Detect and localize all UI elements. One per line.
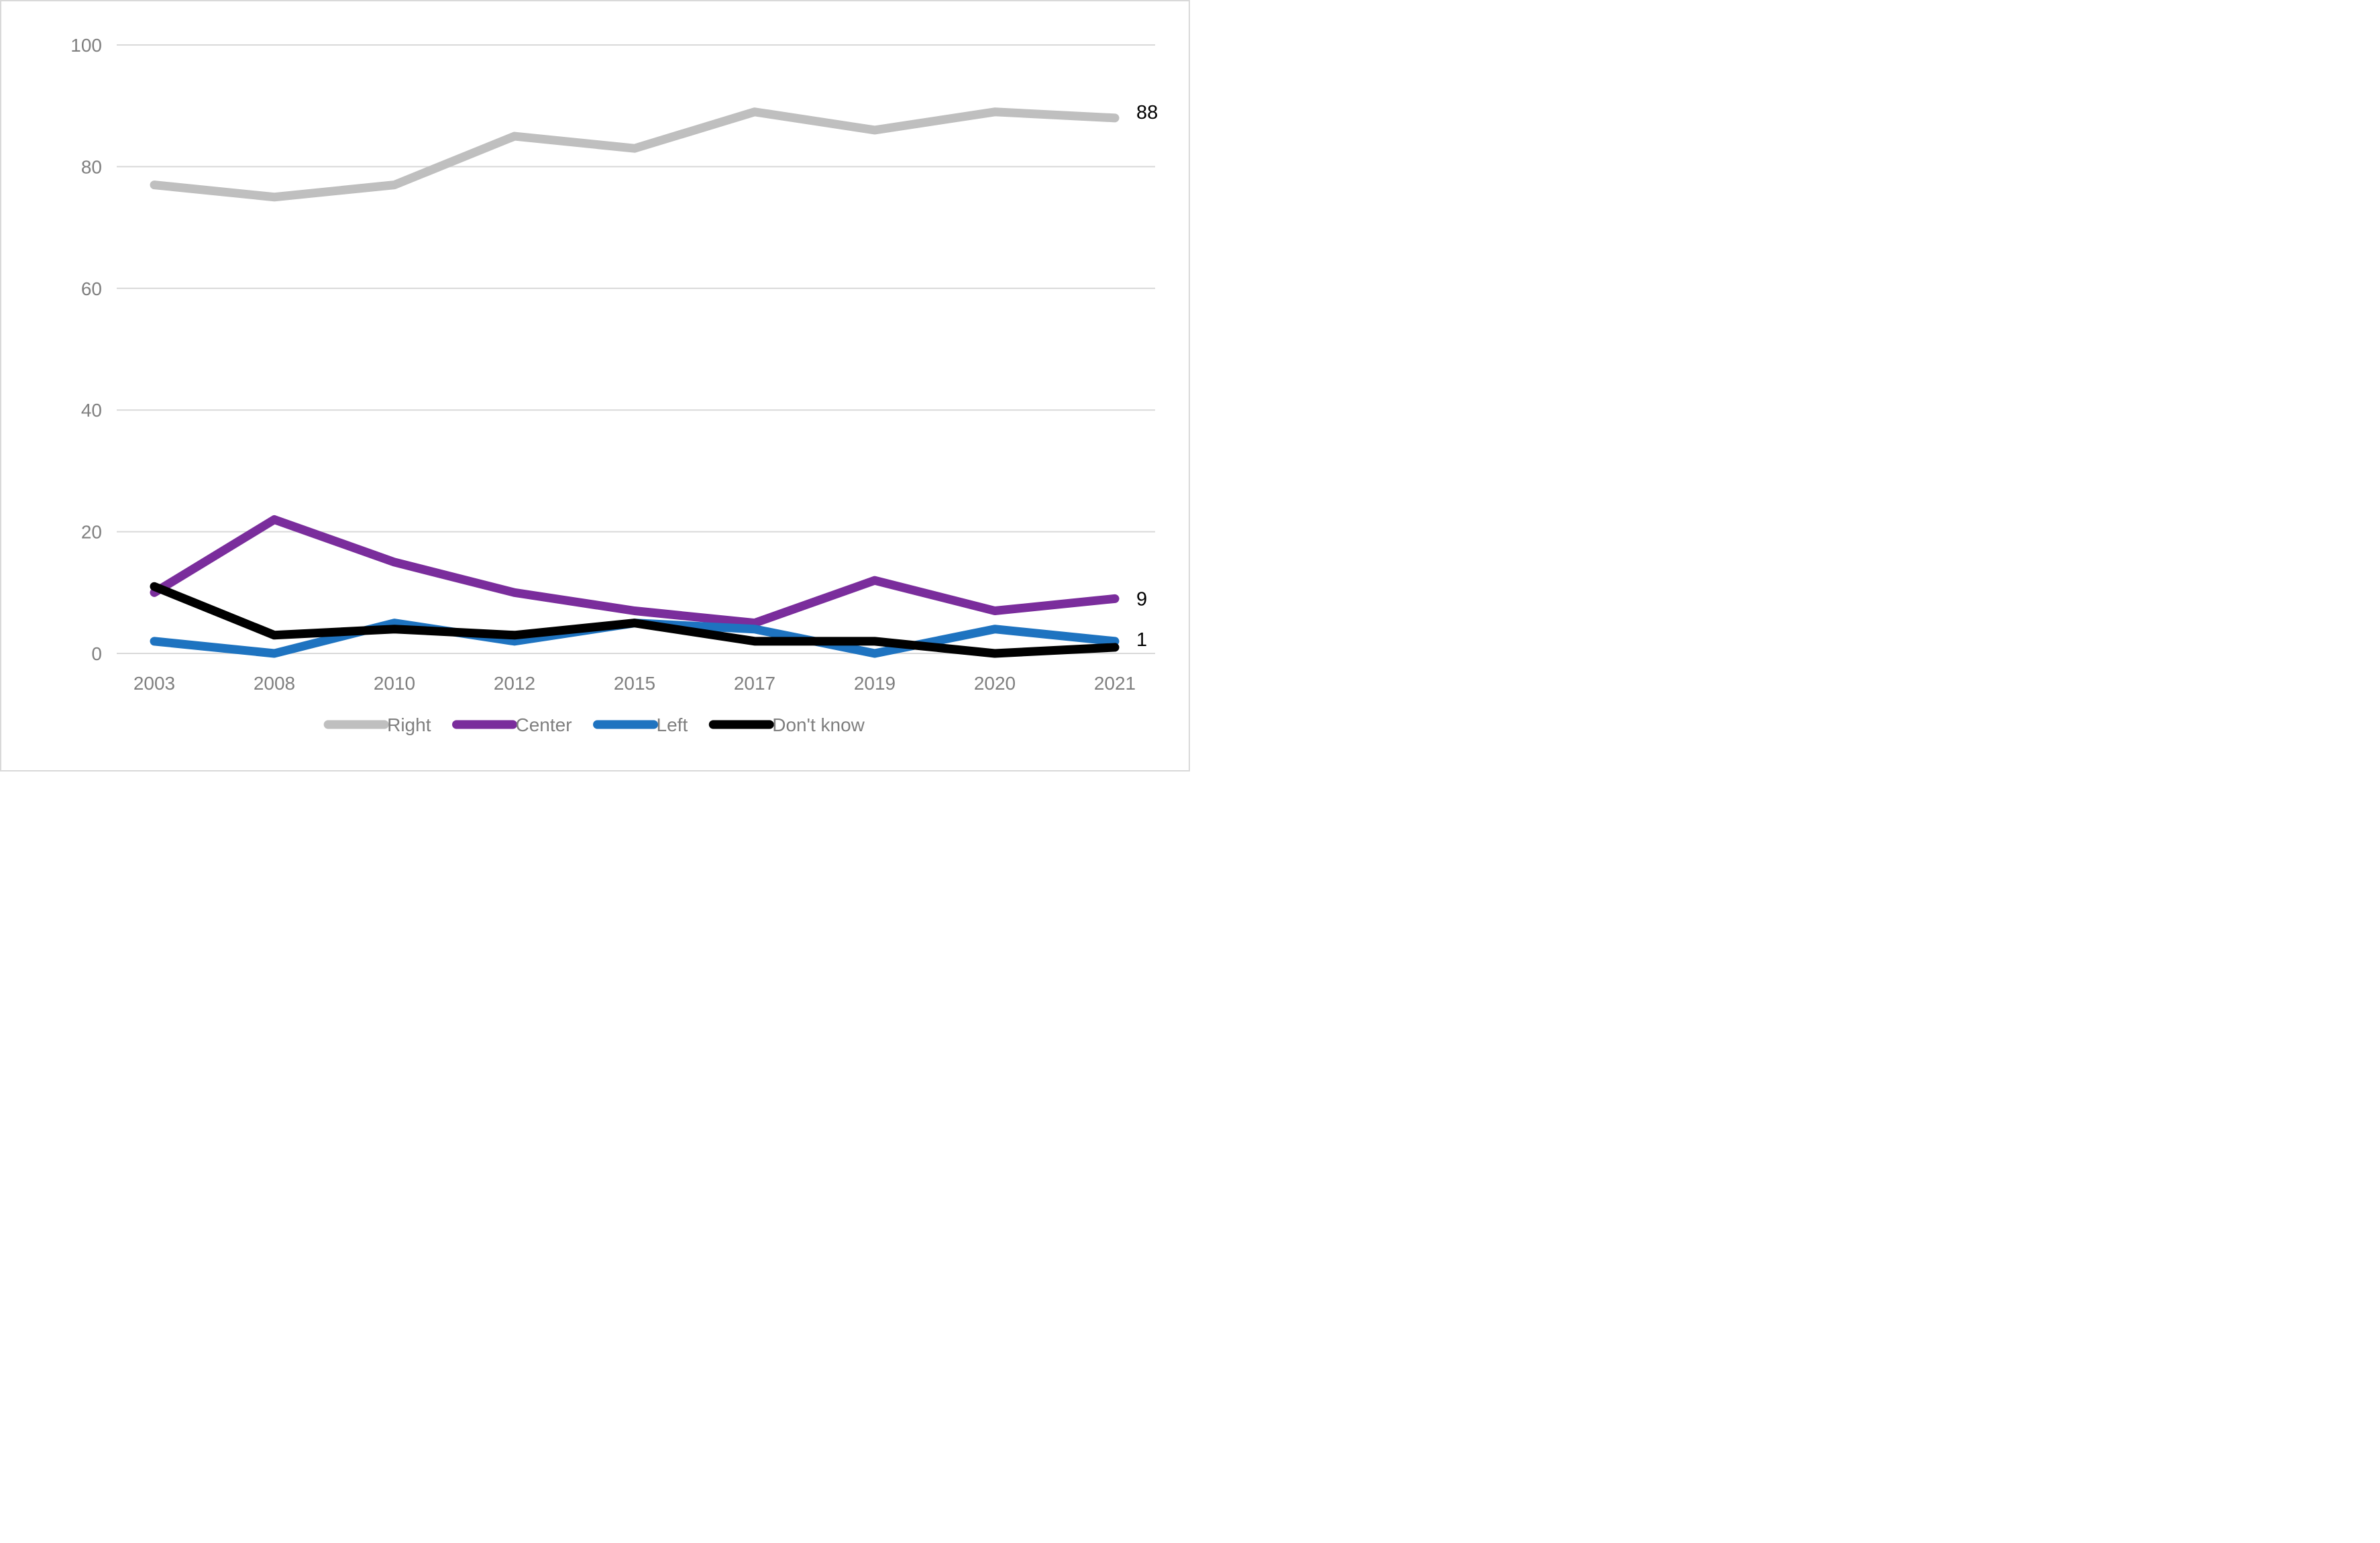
- x-axis-tick-label-2021: 2021: [1094, 673, 1136, 694]
- x-axis-tick-label-2015: 2015: [614, 673, 655, 694]
- legend-label-right: Right: [387, 714, 431, 735]
- data-label-center: 9: [1136, 588, 1147, 610]
- x-axis-tick-label-2020: 2020: [974, 673, 1016, 694]
- series-lines: [150, 107, 1120, 658]
- gridlines: [117, 44, 1155, 654]
- y-axis-tick-label: 40: [81, 400, 102, 421]
- x-axis-tick-label-2008: 2008: [254, 673, 295, 694]
- legend-label-don-t-know: Don't know: [772, 714, 865, 735]
- y-axis-tick-label: 100: [70, 35, 102, 56]
- x-axis: 2003 2008 2010 2012 2015 2017 2019 2020 2021: [133, 673, 1136, 694]
- x-axis-tick-label-2003: 2003: [133, 673, 175, 694]
- y-axis-tick-label: 20: [81, 522, 102, 543]
- y-axis-tick-label: 80: [81, 156, 102, 177]
- legend-item-center: Center: [451, 714, 572, 735]
- legend-item-don-t-know: Don't know: [708, 714, 865, 735]
- y-axis-tick-label: 0: [91, 643, 102, 664]
- legend-item-right: Right: [323, 714, 431, 735]
- series-line-center: [150, 515, 1120, 628]
- x-axis-tick-label-2019: 2019: [854, 673, 896, 694]
- x-axis-tick-label-2017: 2017: [734, 673, 775, 694]
- y-axis: 0 20 40 60 80 100: [70, 35, 102, 664]
- data-label-don-t-know: 1: [1136, 629, 1147, 651]
- chart-canvas: 0 20 40 60 80 100 2003 2008 2010 2012 2015 2017 2019…: [0, 0, 1190, 772]
- legend: Right Center Left Don't know: [323, 714, 865, 735]
- x-axis-tick-label-2010: 2010: [374, 673, 415, 694]
- legend-label-left: Left: [657, 714, 688, 735]
- series-line-don-t-know: [150, 582, 1120, 658]
- data-labels: 88 9 1: [1136, 102, 1158, 651]
- legend-label-center: Center: [515, 714, 572, 735]
- data-label-right: 88: [1136, 102, 1158, 123]
- legend-item-left: Left: [593, 714, 688, 735]
- line-chart: 0 20 40 60 80 100 2003 2008 2010 2012 2015 2017 2019…: [70, 35, 1158, 735]
- x-axis-tick-label-2012: 2012: [494, 673, 535, 694]
- y-axis-tick-label: 60: [81, 278, 102, 299]
- series-line-right: [150, 107, 1120, 202]
